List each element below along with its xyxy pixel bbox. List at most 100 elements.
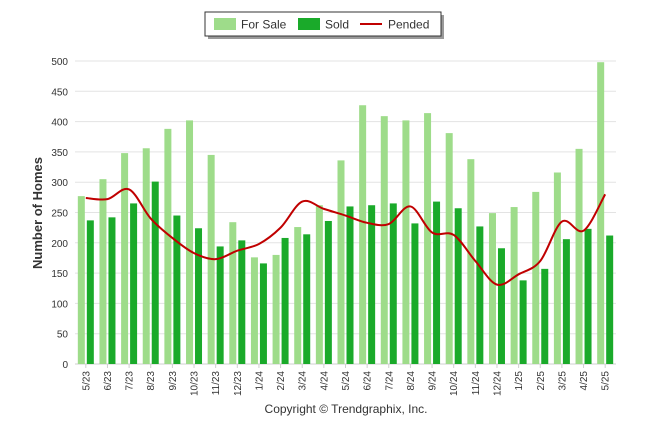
bar-sold [411,223,419,364]
bar-for-sale [229,222,237,364]
bar-for-sale [359,105,367,364]
bar-for-sale [142,148,150,364]
bar-for-sale [424,113,432,364]
x-tick-label: 8/24 [406,371,417,391]
x-tick-label: 5/24 [341,371,352,391]
bar-sold [216,246,224,364]
bar-sold [151,181,159,364]
y-tick-label: 400 [51,118,68,129]
x-tick-label: 3/24 [298,371,309,391]
x-tick-label: 5/25 [601,371,612,391]
bar-for-sale [294,227,302,364]
bar-sold [173,215,181,364]
bar-sold [433,201,441,364]
bar-for-sale [272,254,280,364]
bar-sold [389,203,397,364]
x-tick-label: 12/23 [233,371,244,396]
bar-for-sale [164,128,172,364]
x-tick-label: 3/25 [557,371,568,391]
y-tick-label: 200 [51,239,68,250]
bar-sold [238,240,246,364]
y-tick-label: 150 [51,269,68,280]
x-tick-label: 1/25 [514,371,525,391]
bar-for-sale [597,62,605,364]
bars [77,62,614,365]
bar-sold [130,203,138,364]
bar-sold [476,226,484,364]
legend-swatch-for-sale [214,18,236,30]
x-tick-label: 8/23 [146,371,157,391]
bar-sold [519,280,527,364]
bar-sold [454,208,462,364]
bar-sold [86,220,94,364]
x-tick-label: 7/24 [384,371,395,391]
bar-sold [324,220,332,364]
bar-sold [108,217,116,364]
y-tick-label: 300 [51,178,68,189]
legend-label-pended: Pended [388,18,429,32]
x-tick-label: 5/23 [81,371,92,391]
bar-sold [346,206,354,364]
bar-sold [584,228,592,364]
legend-label-sold: Sold [325,18,349,32]
y-tick-labels: 0 50 100 150 200 250 300 350 400 450 500 [51,57,68,371]
pended-line-group [85,187,607,286]
bar-for-sale [488,213,496,364]
x-tick-labels: 5/23 6/23 7/23 8/23 9/23 10/23 11/23 12/23 1/24 2… [81,364,612,396]
y-tick-label: 350 [51,148,68,159]
bar-sold [281,237,289,364]
x-tick-label: 6/24 [363,371,374,391]
x-tick-label: 11/23 [211,371,222,396]
y-tick-label: 500 [51,57,68,68]
bar-for-sale [467,159,475,364]
x-tick-label: 2/25 [536,371,547,391]
copyright-footer: Copyright © Trendgraphix, Inc. [265,402,428,416]
bar-for-sale [402,120,410,364]
x-tick-label: 9/24 [428,371,439,391]
bar-for-sale [121,153,129,364]
y-tick-label: 0 [62,360,68,371]
y-tick-label: 100 [51,299,68,310]
bar-for-sale [380,116,388,365]
bar-for-sale [575,148,583,364]
y-tick-label: 250 [51,209,68,220]
y-axis-label: Number of Homes [30,157,45,269]
x-tick-label: 10/23 [190,371,201,396]
x-tick-label: 6/23 [103,371,114,391]
x-tick-label: 1/24 [254,371,265,391]
y-tick-label: 50 [57,330,69,341]
legend-swatch-sold [298,18,320,30]
bar-for-sale [445,133,453,364]
bar-sold [259,263,267,364]
bar-for-sale [99,179,107,364]
bar-sold [368,205,376,364]
x-tick-label: 4/24 [319,371,330,391]
x-tick-label: 7/23 [125,371,136,391]
x-tick-label: 9/23 [168,371,179,391]
bar-for-sale [532,191,540,364]
x-tick-label: 4/25 [579,371,590,391]
bar-for-sale [315,205,323,364]
bar-sold [303,234,311,364]
bar-sold [562,239,570,364]
legend-label-for-sale: For Sale [241,18,287,32]
pended-line [85,187,607,286]
bar-sold [195,228,203,364]
x-tick-label: 10/24 [449,371,460,396]
bar-for-sale [77,196,85,364]
x-tick-label: 2/24 [276,371,287,391]
x-tick-label: 11/24 [471,371,482,396]
bar-sold [541,268,549,364]
bar-for-sale [250,257,258,364]
bar-for-sale [510,207,518,364]
legend: For Sale Sold Pended [204,11,444,39]
bar-for-sale [337,160,345,364]
legend-box [204,11,442,37]
bar-sold [497,248,505,364]
bar-sold [606,235,614,364]
x-tick-label: 12/24 [492,371,503,396]
bar-for-sale [186,120,194,364]
y-tick-label: 450 [51,87,68,98]
